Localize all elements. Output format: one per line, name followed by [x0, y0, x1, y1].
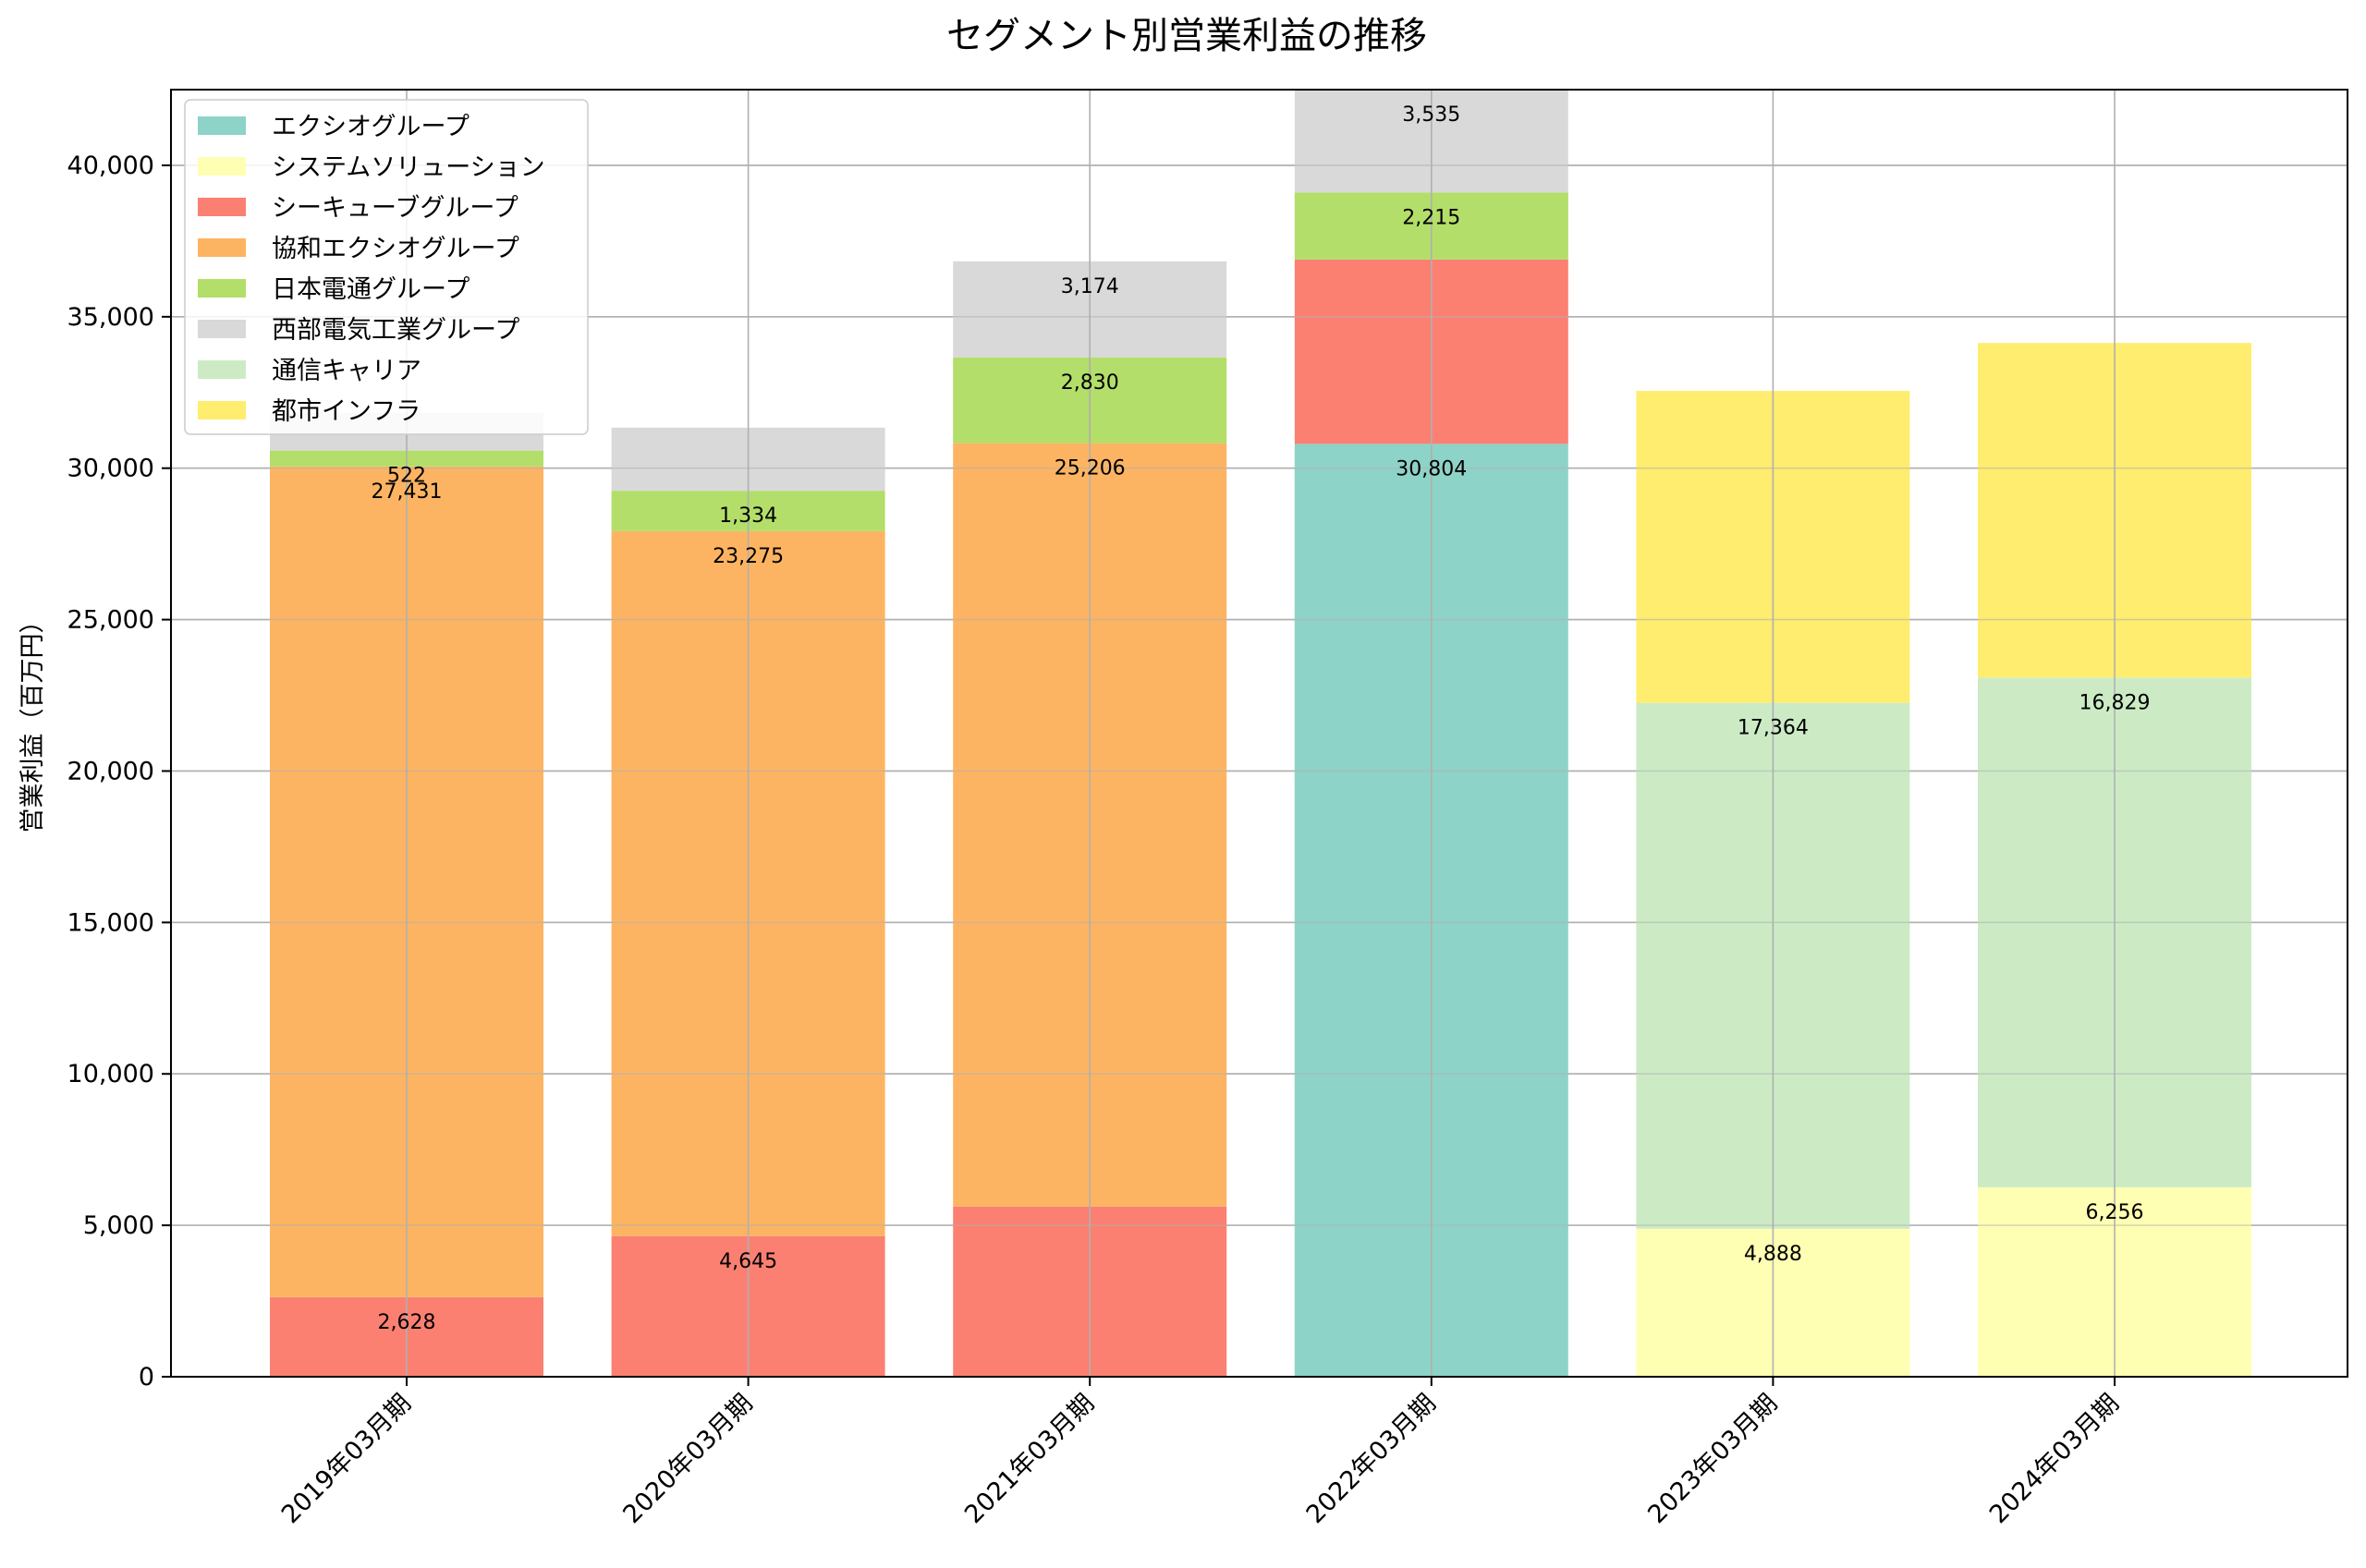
y-tick-label: 15,000: [67, 908, 154, 937]
legend-swatch: [198, 279, 246, 298]
legend-label: システムソリューション: [272, 153, 545, 182]
data-label: 23,275: [713, 545, 784, 568]
data-label: 4,645: [719, 1250, 777, 1273]
y-tick-label: 20,000: [67, 757, 154, 785]
data-label: 2,830: [1061, 371, 1119, 395]
legend-swatch: [198, 116, 246, 135]
chart-title: セグメント別営業利益の推移: [946, 15, 1427, 57]
legend-box: [184, 99, 589, 435]
x-tick-label: 2023年03月期: [1642, 1389, 1783, 1529]
data-label: 16,829: [2079, 691, 2151, 714]
legend-swatch: [198, 401, 246, 419]
data-label: 4,888: [1744, 1243, 1802, 1266]
data-label: 30,804: [1396, 457, 1467, 480]
y-tick-label: 25,000: [67, 606, 154, 635]
legend-label: 都市インフラ: [272, 397, 421, 426]
x-tick-label: 2024年03月期: [1984, 1389, 2125, 1529]
legend-swatch: [198, 238, 246, 257]
axes-frame: [170, 89, 2348, 1378]
x-tick-label: 2022年03月期: [1301, 1389, 1442, 1529]
data-label: 2,215: [1402, 206, 1460, 229]
legend-swatch: [198, 360, 246, 379]
legend-swatch: [198, 320, 246, 338]
legend-label: 協和エクシオグループ: [272, 235, 519, 263]
x-tick-label: 2020年03月期: [617, 1389, 758, 1529]
y-tick-label: 5,000: [83, 1211, 154, 1240]
x-tick-label: 2021年03月期: [959, 1389, 1100, 1529]
legend-swatch: [198, 157, 246, 176]
data-label: 27,431: [372, 480, 443, 504]
legend-label: 通信キャリア: [272, 357, 421, 385]
data-label: 17,364: [1738, 717, 1809, 740]
y-tick-label: 10,000: [67, 1060, 154, 1088]
x-tick-label: 2019年03月期: [276, 1389, 417, 1529]
data-label: 522: [387, 465, 426, 488]
legend-label: 西部電気工業グループ: [272, 316, 519, 345]
data-label: 3,535: [1402, 103, 1460, 127]
y-tick-label: 30,000: [67, 455, 154, 483]
data-label: 6,256: [2086, 1201, 2144, 1224]
data-label: 3,174: [1061, 275, 1119, 298]
data-label: 25,206: [1055, 457, 1126, 480]
legend-label: シーキューブグループ: [272, 194, 518, 223]
legend: エクシオグループシステムソリューションシーキューブグループ協和エクシオグループ日…: [184, 99, 589, 435]
y-tick-label: 40,000: [67, 152, 154, 180]
data-label: 2,628: [378, 1311, 436, 1334]
legend-label: エクシオグループ: [272, 113, 470, 141]
legend-label: 日本電通グループ: [272, 275, 470, 304]
y-axis-label: 営業利益（百万円）: [18, 609, 47, 833]
legend-swatch: [198, 198, 246, 216]
y-tick-label: 35,000: [67, 303, 154, 332]
data-label: 1,334: [719, 504, 777, 528]
y-tick-label: 0: [139, 1363, 154, 1392]
